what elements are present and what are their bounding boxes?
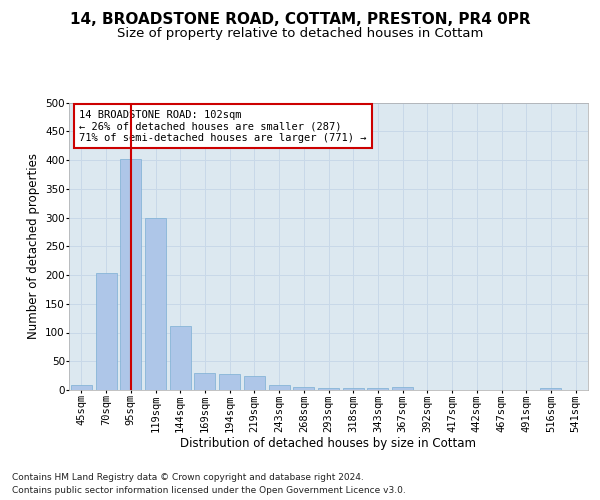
Bar (244, 376, 265, 390)
Bar (392, 387, 413, 390)
Bar (269, 386, 290, 390)
Text: Contains public sector information licensed under the Open Government Licence v3: Contains public sector information licen… (12, 486, 406, 495)
Bar (194, 373, 215, 390)
Bar (120, 160, 141, 390)
Bar (170, 326, 191, 390)
Bar (71, 386, 92, 390)
Bar (367, 388, 388, 390)
Text: Contains HM Land Registry data © Crown copyright and database right 2024.: Contains HM Land Registry data © Crown c… (12, 472, 364, 482)
Text: 14 BROADSTONE ROAD: 102sqm
← 26% of detached houses are smaller (287)
71% of sem: 14 BROADSTONE ROAD: 102sqm ← 26% of deta… (79, 110, 367, 143)
Text: 14, BROADSTONE ROAD, COTTAM, PRESTON, PR4 0PR: 14, BROADSTONE ROAD, COTTAM, PRESTON, PR… (70, 12, 530, 28)
Bar (293, 386, 314, 390)
Bar (343, 388, 364, 390)
Bar (318, 388, 339, 390)
X-axis label: Distribution of detached houses by size in Cottam: Distribution of detached houses by size … (181, 437, 476, 450)
Text: Size of property relative to detached houses in Cottam: Size of property relative to detached ho… (117, 28, 483, 40)
Bar (95, 272, 116, 390)
Bar (145, 218, 166, 390)
Bar (541, 388, 562, 390)
Bar (219, 374, 240, 390)
Y-axis label: Number of detached properties: Number of detached properties (26, 153, 40, 340)
